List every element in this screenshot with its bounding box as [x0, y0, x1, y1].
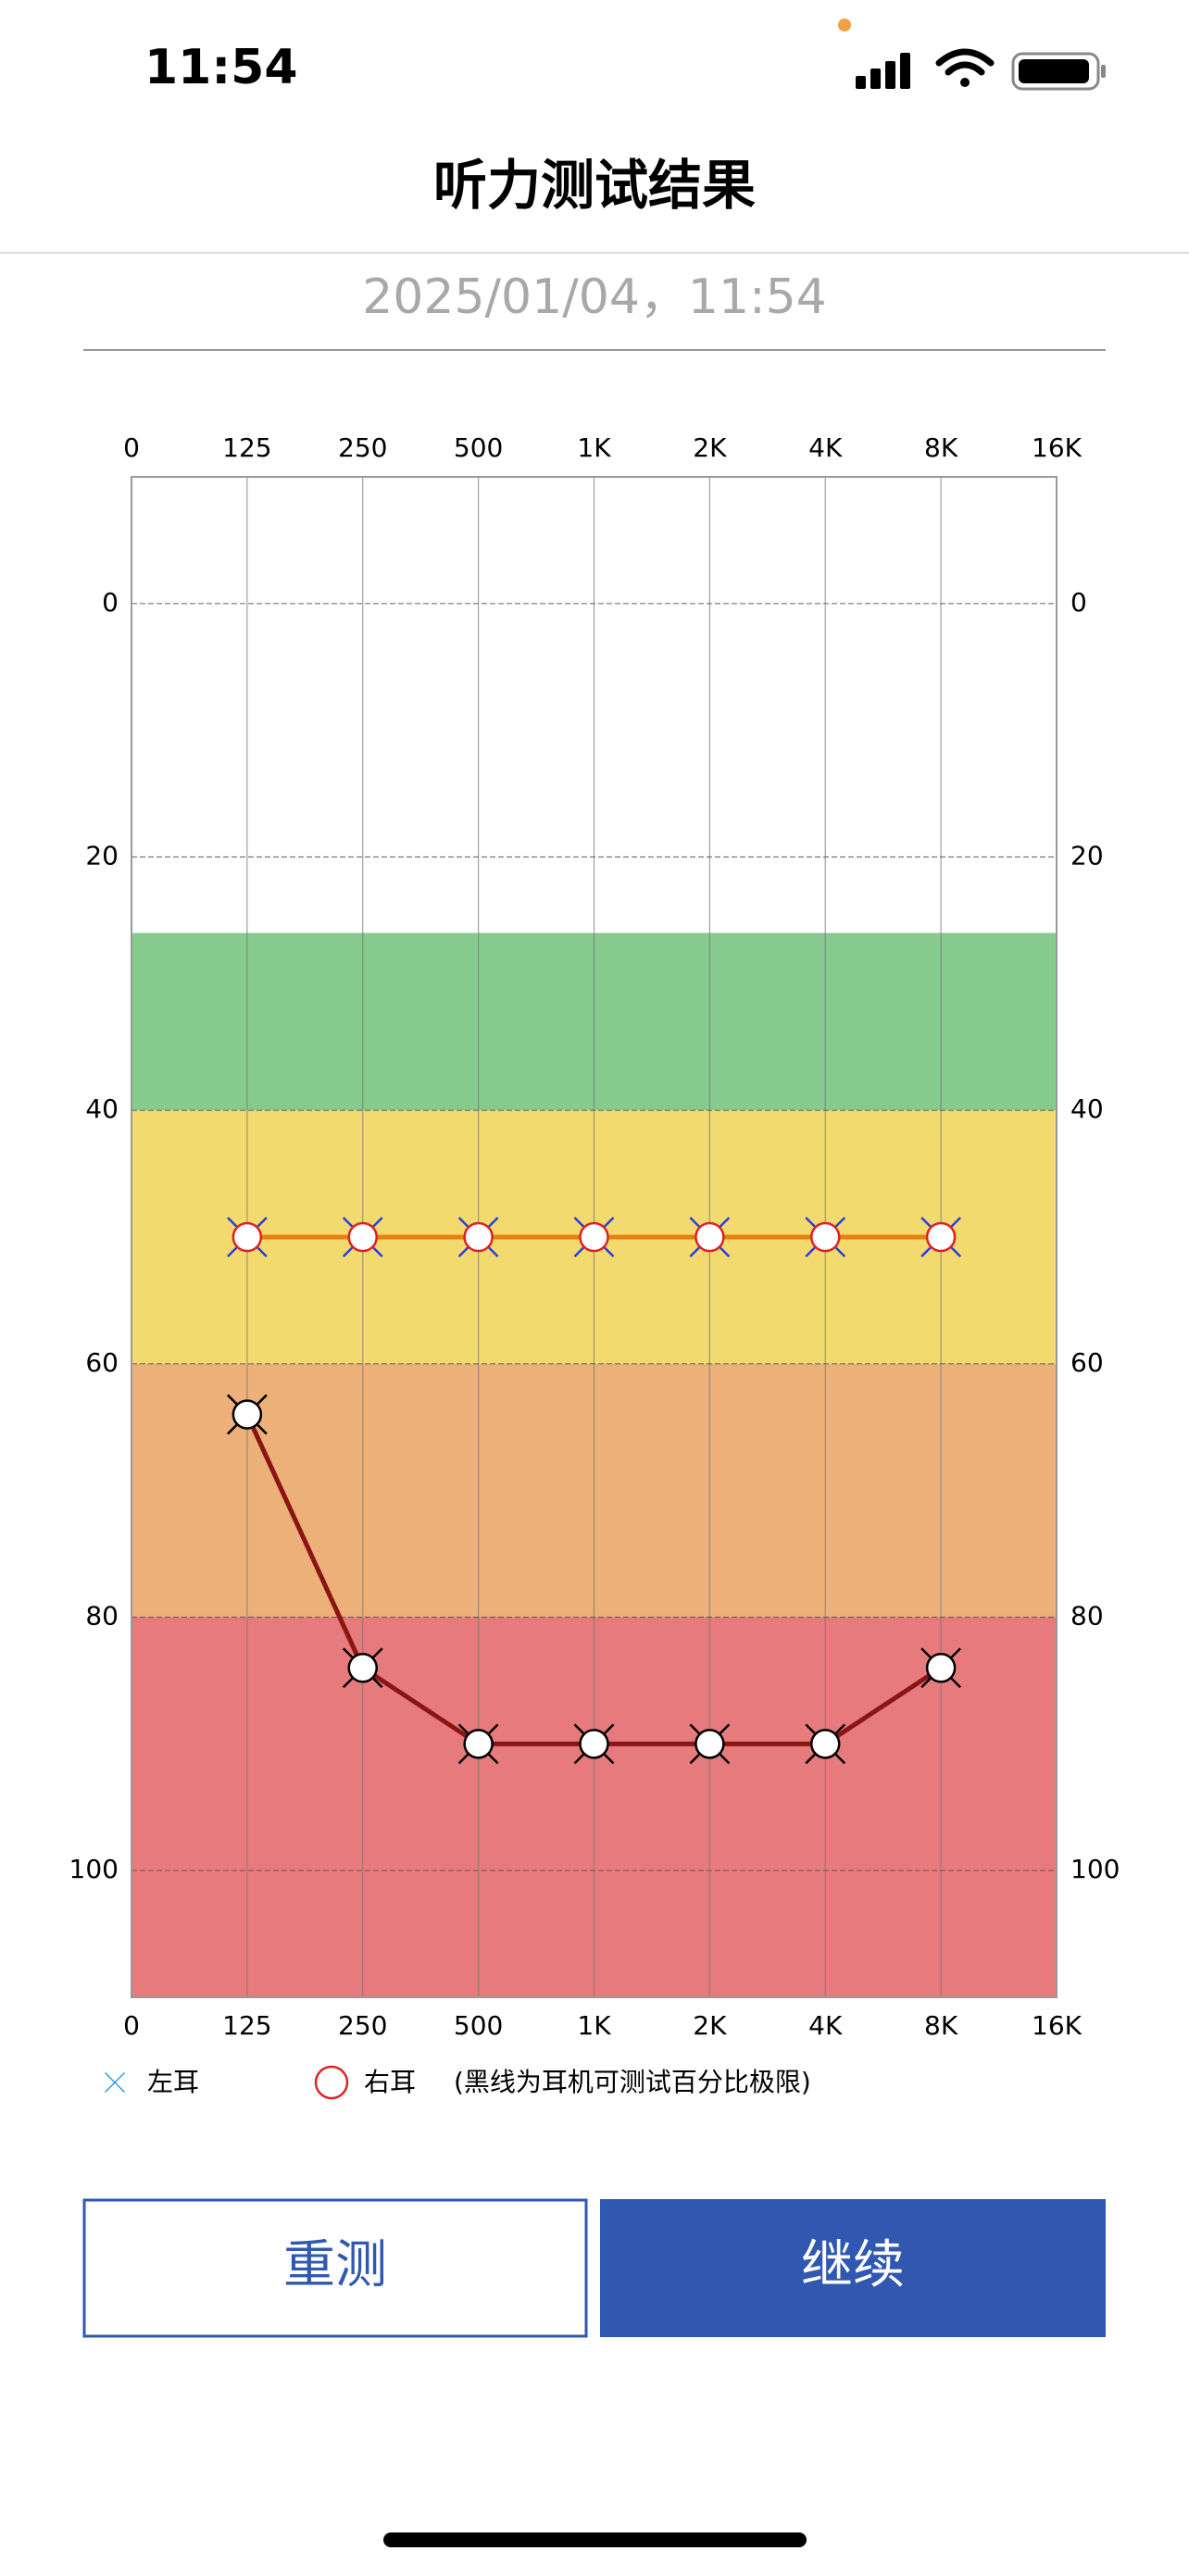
status-time: 11:54: [144, 40, 298, 95]
data-point: [695, 1221, 725, 1253]
x-tick-label-top: 8K: [924, 432, 958, 463]
y-tick-label-right: 40: [1070, 1094, 1104, 1124]
legend-note: (黑线为耳机可测试百分比极限): [454, 2067, 811, 2097]
continue-button-label[interactable]: 继续: [801, 2235, 905, 2295]
marker-circle: [925, 1221, 957, 1253]
marker-circle: [232, 1399, 263, 1430]
x-tick-label-top: 0: [123, 432, 140, 463]
data-point: [342, 1647, 383, 1689]
data-point: [463, 1221, 494, 1253]
y-tick-label-left: 20: [85, 841, 119, 871]
marker-circle: [579, 1221, 609, 1253]
data-point: [347, 1221, 378, 1253]
marker-circle: [695, 1729, 725, 1759]
legend-item: 左耳: [105, 2067, 199, 2097]
y-tick-label-left: 80: [85, 1601, 119, 1632]
y-tick-label-left: 100: [69, 1854, 119, 1884]
data-point: [689, 1723, 731, 1765]
retest-button[interactable]: 重测: [82, 2198, 588, 2338]
data-point: [805, 1723, 846, 1765]
continue-button[interactable]: 继续: [600, 2199, 1106, 2337]
marker-circle: [695, 1221, 725, 1253]
audiogram: 0 0 125 125 250 250 500 500 1K 1K 2K 2K 4K 4K 8K 8K 16K 1…: [69, 432, 1120, 2100]
x-tick-label-top: 1K: [577, 432, 611, 463]
data-point: [573, 1723, 615, 1765]
retest-button-box[interactable]: [82, 2198, 588, 2338]
y-tick-label-left: 0: [102, 587, 119, 618]
data-point: [810, 1221, 841, 1253]
x-tick-label-bottom: 2K: [693, 2010, 727, 2041]
marker-circle: [232, 1221, 263, 1253]
battery-icon: [1011, 52, 1106, 91]
data-point: [226, 1394, 268, 1435]
marker-circle: [810, 1729, 841, 1759]
x-tick-label-bottom: 125: [222, 2010, 271, 2041]
legend-icon: [105, 2072, 125, 2093]
marker-circle: [347, 1221, 378, 1253]
x-tick-label-top: 4K: [808, 432, 843, 463]
x-tick-label-top: 500: [454, 432, 503, 463]
plot-border: [131, 476, 1058, 1998]
marker-circle: [463, 1221, 494, 1253]
marker-circle: [347, 1652, 378, 1683]
wifi-icon: [935, 48, 995, 87]
marker-circle: [925, 1652, 957, 1683]
continue-button-box[interactable]: [600, 2199, 1106, 2337]
x-tick-label-bottom: 8K: [924, 2010, 958, 2041]
retest-button-label[interactable]: 重测: [283, 2235, 387, 2295]
data-point: [579, 1221, 609, 1253]
marker-circle: [463, 1729, 494, 1759]
marker-circle: [579, 1729, 609, 1759]
x-tick-label-bottom: 500: [454, 2010, 503, 2041]
x-tick-label-top: 250: [338, 432, 387, 463]
data-point: [232, 1221, 263, 1253]
x-tick-label-bottom: 1K: [577, 2010, 611, 2041]
x-tick-label-bottom: 16K: [1032, 2010, 1083, 2041]
y-tick-label-left: 40: [85, 1094, 119, 1124]
marker-circle: [810, 1221, 841, 1253]
legend-label: 左耳: [147, 2067, 199, 2097]
x-tick-label-top: 2K: [693, 432, 727, 463]
privacy-dot: [838, 19, 851, 31]
legend-item: 右耳: [314, 2065, 416, 2100]
y-tick-label-right: 0: [1070, 587, 1087, 618]
y-tick-label-right: 20: [1070, 841, 1104, 871]
legend-icon: [314, 2065, 349, 2100]
x-tick-label-top: 16K: [1032, 432, 1083, 463]
y-tick-label-right: 60: [1070, 1347, 1104, 1378]
x-tick-label-bottom: 4K: [808, 2010, 843, 2041]
x-tick-label-top: 125: [222, 432, 271, 463]
data-point: [925, 1221, 957, 1253]
data-point: [920, 1647, 962, 1689]
date-text: 2025/01/04，11:54: [362, 269, 827, 325]
y-tick-label-right: 80: [1070, 1601, 1104, 1632]
x-tick-label-bottom: 250: [338, 2010, 387, 2041]
marker-circle: [314, 2065, 349, 2100]
y-tick-label-left: 60: [85, 1347, 119, 1378]
page-title: 听力测试结果: [433, 154, 756, 217]
home-indicator: [383, 2532, 807, 2547]
legend-label: 右耳: [364, 2067, 416, 2097]
data-point: [457, 1723, 499, 1765]
signal-icon: [856, 53, 910, 89]
y-tick-label-right: 100: [1070, 1854, 1120, 1884]
x-tick-label-bottom: 0: [123, 2010, 140, 2041]
marker-stroke: [105, 2072, 125, 2093]
